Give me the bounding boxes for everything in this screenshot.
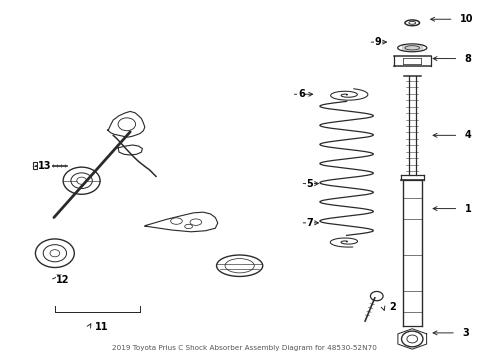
Text: 13: 13 — [38, 161, 52, 171]
Text: 2019 Toyota Prius C Shock Absorber Assembly Diagram for 48530-52N70: 2019 Toyota Prius C Shock Absorber Assem… — [112, 345, 376, 351]
Text: 12: 12 — [56, 275, 70, 285]
Text: 2: 2 — [388, 302, 395, 312]
Text: 6: 6 — [297, 89, 304, 99]
Text: 7: 7 — [306, 218, 313, 228]
Text: 10: 10 — [459, 14, 472, 24]
Text: 4: 4 — [464, 130, 470, 140]
Text: 3: 3 — [461, 328, 468, 338]
Text: 8: 8 — [464, 54, 470, 64]
Text: 1: 1 — [464, 203, 470, 213]
Text: 9: 9 — [374, 37, 381, 47]
Text: 5: 5 — [306, 179, 313, 189]
Text: 11: 11 — [95, 322, 108, 332]
